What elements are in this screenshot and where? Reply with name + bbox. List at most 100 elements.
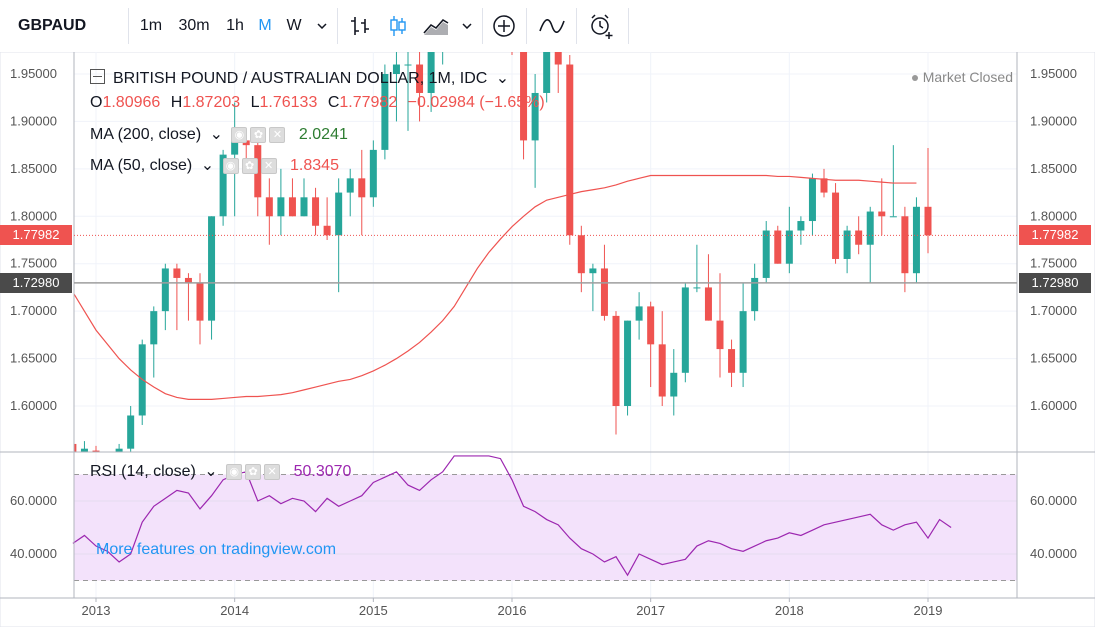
- candle-body: [612, 315, 620, 406]
- main-legend: BRITISH POUND / AUSTRALIAN DOLLAR, 1M, I…: [90, 68, 509, 88]
- axes: 1.95000 1.95000 1.90000 1.90000 1.85000 1.850…: [0, 52, 1095, 618]
- ma50-line: [74, 174, 917, 400]
- close-icon[interactable]: ✕: [264, 463, 281, 480]
- close-icon[interactable]: ✕: [260, 157, 277, 174]
- candle-body: [196, 282, 204, 321]
- toolbar-divider: [482, 8, 483, 44]
- candle-body: [161, 268, 169, 312]
- candle-body: [150, 311, 158, 345]
- toolbar-divider: [576, 8, 577, 44]
- candle-body: [728, 349, 736, 373]
- candle-body: [346, 178, 354, 193]
- interval-1m-button[interactable]: 1m: [139, 17, 163, 34]
- candle-body: [693, 287, 701, 289]
- close-icon[interactable]: ✕: [269, 126, 286, 143]
- price-tick-label-left: 1.60000: [10, 398, 57, 413]
- compare-plus-icon[interactable]: [488, 0, 520, 52]
- chart-canvas[interactable]: 1.95000 1.95000 1.90000 1.90000 1.85000 1.850…: [0, 52, 1095, 627]
- gear-icon[interactable]: ✿: [241, 157, 258, 174]
- time-tick-label: 2017: [636, 603, 665, 618]
- area-style-icon[interactable]: [419, 0, 453, 52]
- bar-style-icon[interactable]: [343, 0, 377, 52]
- ma200-label: MA (200, close): [90, 126, 202, 143]
- candle-body: [762, 230, 770, 278]
- watermark-link[interactable]: More features on tradingview.com: [96, 541, 337, 558]
- ma200-value: 2.0241: [298, 126, 348, 143]
- time-tick-label: 2016: [498, 603, 527, 618]
- candle-body: [254, 145, 262, 198]
- alert-clock-icon[interactable]: [582, 0, 622, 52]
- candle-body: [231, 140, 239, 155]
- candle-body: [80, 448, 88, 452]
- candle-body: [589, 268, 597, 274]
- ma200-legend[interactable]: MA (200, close) ⌄ ◉ ✿ ✕ 2.0241: [90, 126, 348, 143]
- collapse-legend-icon[interactable]: [90, 69, 105, 84]
- crosshair-price-tag-right: 1.72980: [1019, 273, 1091, 293]
- candle-body: [127, 415, 135, 449]
- candle-body: [681, 287, 689, 373]
- toolbar-divider: [526, 8, 527, 44]
- interval-week-button[interactable]: W: [286, 17, 302, 34]
- candle-body: [855, 230, 863, 245]
- price-tick-label-right: 1.70000: [1030, 303, 1077, 318]
- candle-body: [219, 154, 227, 217]
- candle-body: [577, 235, 585, 274]
- candle-body: [670, 372, 678, 397]
- time-tick-label: 2019: [914, 603, 943, 618]
- eye-icon[interactable]: ◉: [222, 157, 239, 174]
- ma50-legend[interactable]: MA (50, close) ⌄ ◉ ✿ ✕ 1.8345: [90, 157, 339, 174]
- price-tick-label-right: 1.75000: [1030, 256, 1077, 271]
- legend-dropdown-chevron-icon[interactable]: ⌄: [495, 70, 510, 87]
- candle-body: [92, 450, 100, 452]
- interval-1h-button[interactable]: 1h: [226, 17, 244, 34]
- price-tick-label-left: 1.85000: [10, 161, 57, 176]
- candle-body: [277, 197, 285, 217]
- candle-body: [335, 192, 343, 236]
- time-tick-label: 2018: [775, 603, 804, 618]
- candle-body: [843, 230, 851, 259]
- symbol-search-button[interactable]: GBPAUD: [0, 0, 128, 52]
- candle-body: [416, 64, 424, 93]
- price-tick-label-right: 1.85000: [1030, 161, 1077, 176]
- candle-body: [739, 311, 747, 373]
- price-tick-label-right: 1.65000: [1030, 351, 1077, 366]
- candle-body: [115, 448, 123, 452]
- rsi-tick-label-right: 60.0000: [1030, 493, 1077, 508]
- toolbar-divider: [628, 8, 629, 44]
- candle-body: [173, 268, 181, 278]
- interval-30m-button[interactable]: 30m: [178, 17, 210, 34]
- change-value: −0.02984 (−1.65%): [407, 94, 545, 111]
- eye-icon[interactable]: ◉: [231, 126, 248, 143]
- interval-dropdown-chevron-icon[interactable]: [312, 0, 332, 52]
- price-tick-label-right: 1.80000: [1030, 208, 1077, 223]
- indicators-icon[interactable]: [534, 0, 570, 52]
- candle-body: [531, 92, 539, 141]
- candle-body: [600, 268, 608, 316]
- candle-body: [774, 230, 782, 264]
- current-price-tag-right: 1.77982: [1019, 225, 1091, 245]
- gear-icon[interactable]: ✿: [250, 126, 267, 143]
- candle-body: [658, 344, 666, 397]
- price-tick-label-left: 1.70000: [10, 303, 57, 318]
- candle-body: [624, 320, 632, 406]
- price-tick-label-left: 1.80000: [10, 208, 57, 223]
- price-tick-label-left: 1.95000: [10, 66, 57, 81]
- crosshair-price-tag-left: 1.72980: [0, 273, 72, 293]
- candle-body: [751, 277, 759, 312]
- candle-body: [312, 197, 320, 226]
- toolbar-divider: [337, 8, 338, 44]
- candle-body: [889, 216, 897, 218]
- candle-body: [554, 52, 562, 65]
- interval-month-button[interactable]: M: [258, 17, 272, 34]
- candle-body: [924, 206, 932, 236]
- gear-icon[interactable]: ✿: [245, 463, 262, 480]
- chart-type-dropdown-chevron-icon[interactable]: [457, 0, 477, 52]
- candle-style-icon[interactable]: [381, 0, 415, 52]
- price-tick-label-right: 1.95000: [1030, 66, 1077, 81]
- legend-title: BRITISH POUND / AUSTRALIAN DOLLAR, 1M, I…: [113, 70, 488, 87]
- candle-body: [566, 64, 574, 236]
- candle-body: [704, 287, 712, 321]
- eye-icon[interactable]: ◉: [226, 463, 243, 480]
- price-tick-label-left: 1.90000: [10, 113, 57, 128]
- rsi-legend[interactable]: RSI (14, close) ⌄ ◉ ✿ ✕ 50.3070: [90, 463, 352, 480]
